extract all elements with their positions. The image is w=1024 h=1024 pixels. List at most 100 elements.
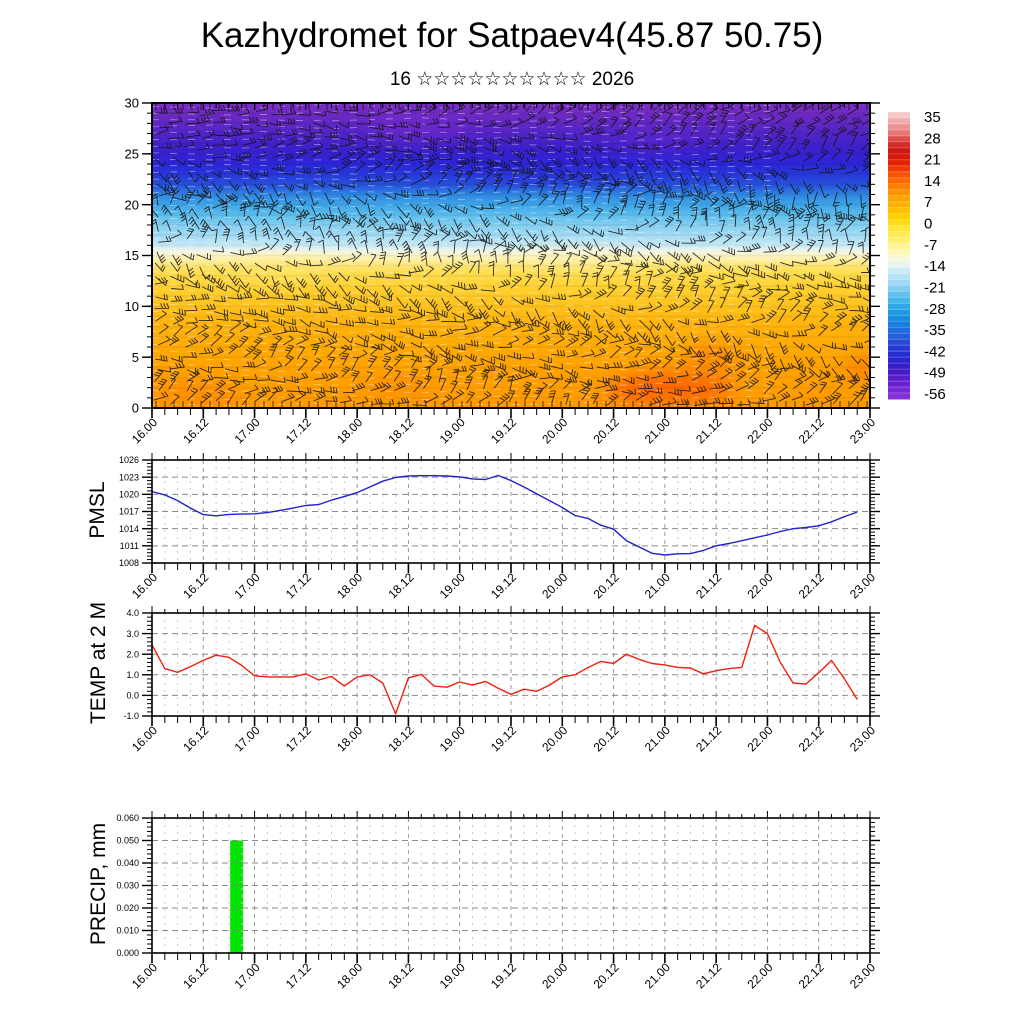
svg-text:17.12: 17.12 <box>283 415 314 446</box>
svg-text:21.12: 21.12 <box>693 723 724 754</box>
svg-text:22.00: 22.00 <box>744 960 775 991</box>
svg-text:0.040: 0.040 <box>116 858 139 868</box>
svg-text:23.00: 23.00 <box>847 960 878 991</box>
svg-text:18.12: 18.12 <box>385 570 416 601</box>
svg-text:14: 14 <box>924 173 941 190</box>
svg-text:17.00: 17.00 <box>232 960 263 991</box>
svg-text:0: 0 <box>132 401 139 416</box>
svg-text:22.00: 22.00 <box>744 570 775 601</box>
svg-text:25: 25 <box>125 147 139 162</box>
page-title: Kazhydromet for Satpaev4(45.87 50.75) <box>200 16 824 55</box>
svg-text:-1.0: -1.0 <box>123 711 139 721</box>
svg-text:20.00: 20.00 <box>539 960 570 991</box>
svg-text:23.00: 23.00 <box>847 570 878 601</box>
svg-text:16.00: 16.00 <box>129 723 160 754</box>
svg-text:1017: 1017 <box>119 507 139 517</box>
svg-text:20.12: 20.12 <box>591 570 622 601</box>
svg-text:16.00: 16.00 <box>129 570 160 601</box>
svg-text:7: 7 <box>924 194 932 211</box>
svg-text:-56: -56 <box>924 386 946 403</box>
svg-text:22.00: 22.00 <box>744 415 775 446</box>
svg-text:1026: 1026 <box>119 455 139 465</box>
svg-text:18.00: 18.00 <box>334 723 365 754</box>
svg-text:-49: -49 <box>924 365 946 382</box>
cross-section-plot: 16.00 16.12 17.00 17.12 18.00 18.12 19.00 19.12… <box>125 96 880 446</box>
svg-text:-21: -21 <box>924 279 946 296</box>
svg-text:16.12: 16.12 <box>180 570 211 601</box>
svg-text:-14: -14 <box>924 258 946 275</box>
svg-text:16.12: 16.12 <box>180 415 211 446</box>
svg-text:23.00: 23.00 <box>847 723 878 754</box>
svg-text:1023: 1023 <box>119 472 139 482</box>
svg-text:1014: 1014 <box>119 524 139 534</box>
svg-text:0: 0 <box>924 216 932 233</box>
precip-axis-title: PRECIP, mm <box>87 822 110 946</box>
svg-text:-35: -35 <box>924 322 946 339</box>
svg-text:20.00: 20.00 <box>539 723 570 754</box>
svg-text:16.00: 16.00 <box>129 960 160 991</box>
svg-text:22.00: 22.00 <box>744 723 775 754</box>
svg-text:22.12: 22.12 <box>796 723 827 754</box>
svg-text:19.00: 19.00 <box>437 723 468 754</box>
svg-text:16.12: 16.12 <box>180 723 211 754</box>
svg-text:17.12: 17.12 <box>283 960 314 991</box>
svg-text:22.12: 22.12 <box>796 570 827 601</box>
svg-text:1008: 1008 <box>119 558 139 568</box>
svg-text:2.0: 2.0 <box>126 649 139 659</box>
svg-text:17.00: 17.00 <box>232 415 263 446</box>
svg-text:15: 15 <box>125 248 139 263</box>
svg-text:0.060: 0.060 <box>116 813 139 823</box>
svg-text:3.0: 3.0 <box>126 629 139 639</box>
svg-text:21.12: 21.12 <box>693 415 724 446</box>
colorbar: 35 28 21 14 7 0 -7 -14 -21 -28 -35 -42 -49 -56 <box>888 109 946 403</box>
svg-text:21.00: 21.00 <box>642 723 673 754</box>
svg-text:21.00: 21.00 <box>642 960 673 991</box>
svg-text:18.00: 18.00 <box>334 570 365 601</box>
svg-text:0.010: 0.010 <box>116 926 139 936</box>
svg-text:30: 30 <box>125 96 139 111</box>
svg-text:4.0: 4.0 <box>126 608 139 618</box>
svg-text:18.12: 18.12 <box>385 415 416 446</box>
svg-text:28: 28 <box>924 130 941 147</box>
svg-text:18.12: 18.12 <box>385 723 416 754</box>
precip-plot: 16.00 16.12 17.00 17.12 18.00 18.12 19.00 19.12… <box>116 811 880 991</box>
svg-text:-28: -28 <box>924 301 946 318</box>
svg-text:19.12: 19.12 <box>488 570 519 601</box>
svg-text:20.12: 20.12 <box>591 415 622 446</box>
svg-text:19.00: 19.00 <box>437 570 468 601</box>
svg-text:19.12: 19.12 <box>488 723 519 754</box>
pmsl-plot: 16.00 16.12 17.00 17.12 18.00 18.12 19.00 19.12… <box>119 453 880 601</box>
svg-text:20: 20 <box>125 197 139 212</box>
svg-text:10: 10 <box>125 299 139 314</box>
svg-text:19.00: 19.00 <box>437 960 468 991</box>
svg-text:19.12: 19.12 <box>488 415 519 446</box>
svg-text:19.12: 19.12 <box>488 960 519 991</box>
svg-text:16.12: 16.12 <box>180 960 211 991</box>
svg-text:21.00: 21.00 <box>642 415 673 446</box>
svg-text:-42: -42 <box>924 343 946 360</box>
svg-text:-7: -7 <box>924 237 937 254</box>
svg-text:1011: 1011 <box>120 541 139 551</box>
svg-text:0.0: 0.0 <box>126 691 139 701</box>
svg-text:19.00: 19.00 <box>437 415 468 446</box>
svg-text:22.12: 22.12 <box>796 415 827 446</box>
svg-text:0.020: 0.020 <box>116 903 139 913</box>
svg-text:0.030: 0.030 <box>116 881 139 891</box>
svg-text:17.00: 17.00 <box>232 723 263 754</box>
svg-text:5: 5 <box>132 350 139 365</box>
svg-text:18.12: 18.12 <box>385 960 416 991</box>
svg-text:17.00: 17.00 <box>232 570 263 601</box>
svg-text:21: 21 <box>924 152 941 169</box>
svg-text:18.00: 18.00 <box>334 415 365 446</box>
svg-text:35: 35 <box>924 109 941 126</box>
svg-text:0.050: 0.050 <box>116 836 139 846</box>
svg-text:17.12: 17.12 <box>283 723 314 754</box>
svg-text:23.00: 23.00 <box>847 415 878 446</box>
svg-text:0.000: 0.000 <box>116 948 139 958</box>
svg-text:20.00: 20.00 <box>539 570 570 601</box>
svg-text:21.12: 21.12 <box>693 960 724 991</box>
svg-text:16.00: 16.00 <box>129 415 160 446</box>
svg-text:20.12: 20.12 <box>591 960 622 991</box>
svg-text:22.12: 22.12 <box>796 960 827 991</box>
